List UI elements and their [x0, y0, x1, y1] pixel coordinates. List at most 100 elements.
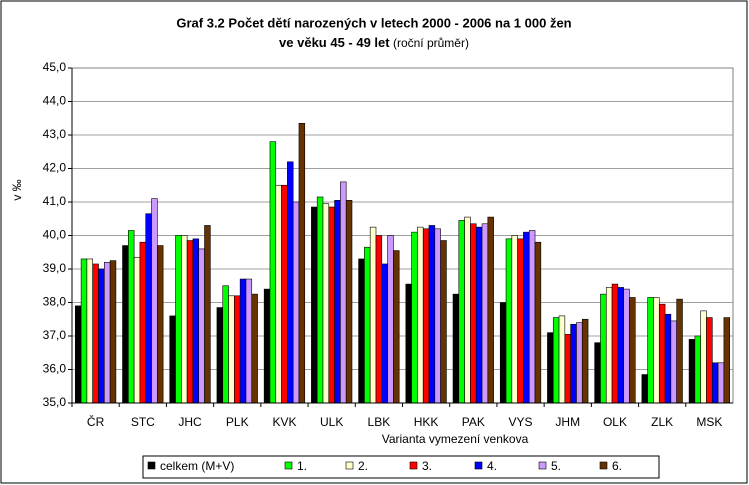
y-tick-label: 41,0	[43, 194, 67, 208]
bar	[664, 313, 672, 404]
bar	[104, 261, 111, 404]
bar	[481, 223, 489, 404]
bar	[298, 122, 306, 404]
bar	[381, 263, 388, 404]
bar	[470, 223, 477, 404]
bar	[393, 250, 400, 404]
bar	[151, 198, 158, 404]
bar	[511, 235, 518, 404]
bar	[676, 298, 683, 404]
x-tick-label: VYS	[509, 415, 533, 429]
x-tick-label: ČR	[87, 414, 105, 429]
legend-swatch	[474, 461, 483, 470]
x-axis-label: Varianta vymezení venkova	[382, 432, 529, 446]
x-tick-label: JHC	[178, 415, 202, 429]
bar	[387, 235, 394, 404]
y-tick-label: 37,0	[43, 328, 67, 342]
bar	[109, 260, 117, 404]
bar	[434, 228, 441, 404]
bar	[80, 258, 88, 404]
bar	[128, 230, 135, 404]
bar	[505, 238, 513, 404]
bar	[594, 342, 601, 404]
bar	[700, 310, 707, 404]
y-tick-label: 39,0	[43, 261, 67, 275]
bar	[216, 307, 224, 404]
legend-label: 1.	[297, 459, 307, 473]
bar	[133, 256, 141, 404]
bar	[192, 238, 200, 404]
y-tick-label: 38,0	[43, 295, 67, 309]
bar	[139, 241, 147, 404]
bar	[375, 235, 383, 404]
bar	[653, 297, 660, 404]
legend-label: 6.	[612, 459, 622, 473]
bar	[198, 248, 205, 404]
bar	[292, 201, 300, 404]
bar	[281, 184, 288, 404]
bar	[358, 258, 365, 404]
bar	[322, 203, 330, 404]
y-tick-label: 44,0	[43, 94, 67, 108]
bar	[487, 216, 494, 404]
bar	[458, 220, 465, 404]
x-tick-label: OLK	[603, 415, 627, 429]
bar	[475, 226, 483, 404]
legend-swatch	[147, 461, 156, 470]
bar	[688, 339, 696, 404]
bar	[222, 285, 229, 404]
legend-swatch	[284, 461, 293, 470]
y-tick-label: 42,0	[43, 161, 67, 175]
y-tick-label: 40,0	[43, 228, 67, 242]
bar	[405, 283, 412, 404]
bar	[169, 315, 176, 404]
bar	[86, 258, 94, 404]
y-tick-label: 36,0	[43, 362, 67, 376]
x-tick-label: PAK	[462, 415, 485, 429]
bar	[181, 235, 188, 404]
legend-label: 3.	[422, 459, 432, 473]
bar	[605, 287, 613, 404]
bar	[581, 318, 589, 404]
legend-box	[142, 455, 660, 479]
bar	[328, 206, 335, 404]
bar	[287, 161, 294, 404]
legend-swatch	[599, 461, 608, 470]
x-tick-label: HKK	[414, 415, 439, 429]
bar	[345, 200, 353, 404]
bar	[364, 246, 371, 404]
bar	[204, 225, 211, 404]
bar	[670, 320, 677, 404]
bar	[711, 362, 719, 404]
bar	[717, 362, 725, 404]
legend-swatch	[538, 461, 547, 470]
bar	[528, 230, 536, 404]
legend-label: 5.	[551, 459, 561, 473]
bar	[75, 305, 82, 404]
bar	[517, 238, 524, 404]
legend-swatch	[409, 461, 418, 470]
bar	[311, 206, 318, 404]
x-tick-label: MSK	[696, 415, 722, 429]
bar	[239, 278, 247, 404]
bar	[600, 293, 607, 404]
x-tick-label: LBK	[368, 415, 391, 429]
bar	[417, 226, 424, 404]
bar	[558, 315, 566, 404]
legend-label: celkem (M+V)	[160, 459, 234, 473]
bar	[186, 240, 194, 404]
bar	[623, 288, 630, 404]
bar	[428, 225, 436, 404]
bar	[228, 295, 235, 404]
x-tick-label: PLK	[226, 415, 249, 429]
bar	[251, 293, 258, 404]
bar	[245, 278, 253, 404]
y-axis-label: v ‰	[10, 179, 24, 200]
chart-title: Graf 3.2 Počet dětí narozených v letech …	[176, 15, 571, 30]
bar	[658, 303, 666, 404]
subtitle: ve věku 45 - 49 let	[279, 35, 390, 50]
bar	[263, 288, 271, 404]
y-tick-label: 45,0	[43, 60, 67, 74]
